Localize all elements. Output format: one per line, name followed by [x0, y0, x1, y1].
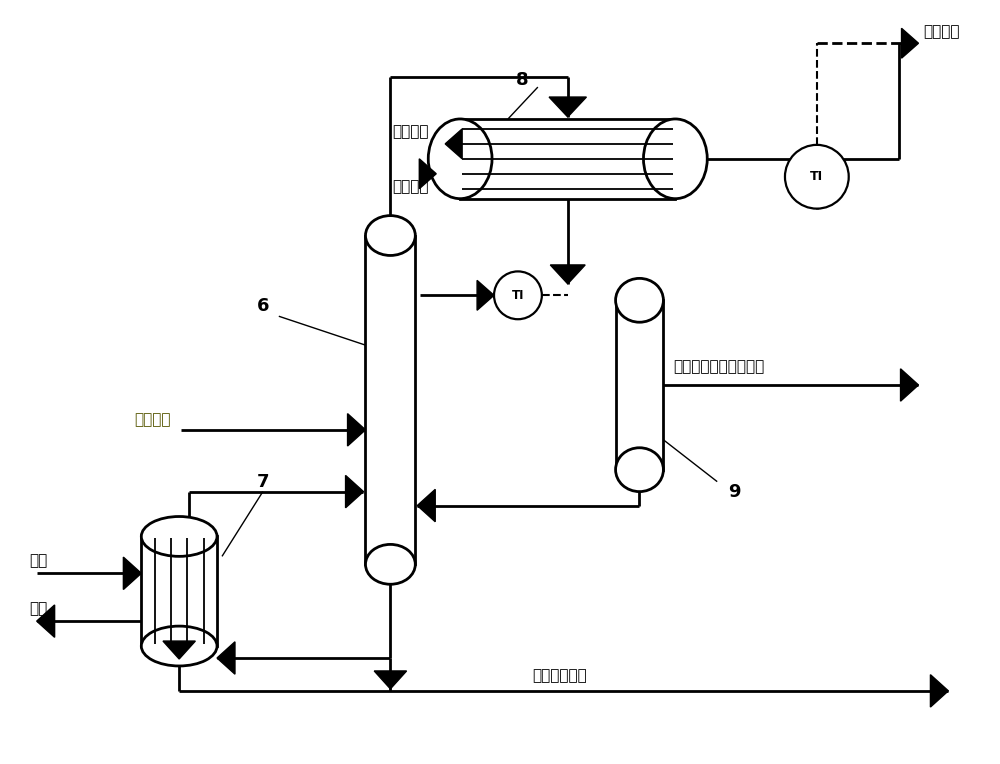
Ellipse shape — [141, 626, 217, 666]
Ellipse shape — [365, 545, 415, 584]
FancyArrow shape — [549, 97, 586, 117]
Bar — [141, 536, 217, 646]
Ellipse shape — [141, 516, 217, 556]
Text: 废水进水: 废水进水 — [135, 412, 171, 427]
FancyArrow shape — [37, 605, 55, 637]
Ellipse shape — [616, 448, 663, 491]
FancyArrow shape — [417, 490, 435, 522]
FancyArrow shape — [902, 28, 918, 58]
FancyArrow shape — [930, 675, 948, 707]
Ellipse shape — [785, 145, 849, 209]
FancyArrow shape — [477, 280, 494, 310]
FancyArrow shape — [348, 413, 365, 446]
Ellipse shape — [494, 271, 542, 319]
FancyArrow shape — [419, 159, 436, 189]
Bar — [460, 119, 675, 199]
Text: 不凝气体: 不凝气体 — [923, 24, 960, 39]
FancyArrow shape — [163, 641, 195, 659]
Text: TI: TI — [512, 289, 524, 302]
Text: 7: 7 — [257, 473, 269, 490]
Bar — [616, 300, 663, 470]
Bar — [365, 235, 415, 565]
Ellipse shape — [428, 119, 492, 199]
Text: 循环下水: 循环下水 — [392, 124, 428, 139]
FancyArrow shape — [123, 557, 141, 590]
Ellipse shape — [365, 215, 415, 255]
FancyArrow shape — [550, 265, 585, 284]
Text: 蒸汽: 蒸汽 — [30, 553, 48, 568]
FancyArrow shape — [901, 369, 918, 401]
Text: TI: TI — [810, 170, 823, 183]
Ellipse shape — [643, 119, 707, 199]
Ellipse shape — [616, 278, 663, 322]
FancyArrow shape — [346, 475, 363, 508]
Text: 9: 9 — [728, 483, 740, 500]
Text: 循环上水: 循环上水 — [392, 179, 428, 194]
Text: 回收醇去回收醇补加罐: 回收醇去回收醇补加罐 — [673, 360, 765, 374]
FancyArrow shape — [217, 642, 235, 674]
FancyArrow shape — [445, 129, 462, 159]
Text: 凝液: 凝液 — [30, 601, 48, 616]
Text: 8: 8 — [516, 71, 528, 89]
FancyArrow shape — [374, 671, 407, 689]
Text: 去公司污水站: 去公司污水站 — [532, 668, 587, 683]
Text: 6: 6 — [257, 297, 269, 316]
